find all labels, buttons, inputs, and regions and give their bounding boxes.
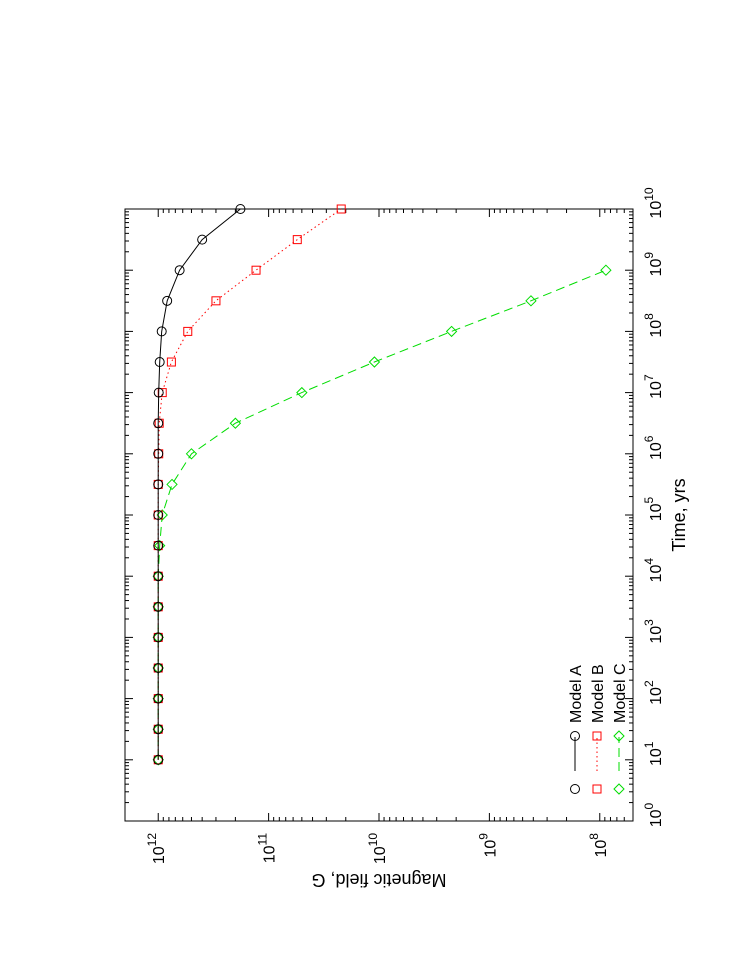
legend: Model A Model B Model C <box>568 663 629 795</box>
legend-label-model-b: Model B <box>590 664 607 723</box>
series-layer <box>152 204 612 766</box>
data-point-model-a <box>197 234 208 245</box>
axes: 100 101 102 103 104 105 106 107 108 109 1010 108 109… <box>125 187 665 864</box>
data-point-model-c <box>166 478 178 491</box>
legend-marker-end-model-c <box>613 730 625 742</box>
data-point-model-c <box>525 295 537 307</box>
x-tick-label: 1010 <box>642 187 665 218</box>
x-tick-label: 104 <box>642 558 665 583</box>
data-point-model-a <box>154 357 165 368</box>
data-point-model-b <box>183 326 193 336</box>
legend-item-model-b: Model B <box>590 664 607 794</box>
legend-marker-end-model-a <box>570 731 580 741</box>
y-tick-label: 108 <box>587 833 610 858</box>
series-model-a <box>153 204 246 765</box>
data-point-model-a <box>153 724 164 735</box>
data-point-model-a <box>153 693 164 704</box>
data-point-model-a <box>153 387 164 398</box>
x-tick-label: 101 <box>642 741 665 766</box>
data-point-model-a <box>162 295 173 306</box>
data-point-model-c <box>600 264 612 276</box>
x-tick-label: 107 <box>642 374 665 399</box>
y-axis-label: Magnetic field, G <box>311 870 446 890</box>
plot-frame <box>124 208 634 822</box>
data-point-model-c <box>156 509 168 521</box>
data-point-model-c <box>229 417 242 429</box>
series-model-b <box>153 204 346 765</box>
y-tick-label: 1012 <box>145 833 168 864</box>
series-line-model-c <box>157 269 607 760</box>
y-tick-label: 1011 <box>256 833 279 864</box>
chart-rotated-group: 100 101 102 103 104 105 106 107 108 109 1010 108 109… <box>124 187 689 890</box>
data-point-model-c <box>445 325 458 338</box>
data-point-model-a <box>153 571 164 582</box>
data-point-model-a <box>153 540 164 551</box>
data-point-model-b <box>336 204 346 214</box>
data-point-model-c <box>296 386 308 399</box>
data-point-model-a <box>153 663 164 674</box>
x-axis-label: Time, yrs <box>669 478 689 551</box>
y-tick-label: 1010 <box>366 833 389 864</box>
x-tick-label: 108 <box>642 313 665 338</box>
data-point-model-b <box>251 265 261 275</box>
x-tick-label: 106 <box>642 435 665 460</box>
legend-item-model-a: Model A <box>568 665 585 794</box>
data-point-model-a <box>174 265 185 276</box>
data-point-model-c <box>185 448 198 460</box>
data-point-model-a <box>153 754 164 765</box>
x-tick-label: 100 <box>642 802 665 827</box>
data-point-model-c <box>368 356 381 368</box>
legend-marker-model-c <box>613 783 625 795</box>
series-line-model-b <box>157 208 342 760</box>
series-line-model-a <box>157 208 241 760</box>
data-point-model-a <box>153 418 164 429</box>
data-point-model-a <box>153 632 164 643</box>
legend-marker-model-b <box>592 784 602 794</box>
data-point-model-a <box>153 448 164 459</box>
x-tick-label: 109 <box>642 252 665 277</box>
legend-marker-end-model-b <box>592 731 602 741</box>
x-tick-label: 103 <box>642 619 665 644</box>
data-point-model-a <box>153 601 164 612</box>
x-tick-label: 102 <box>642 680 665 705</box>
data-point-model-b <box>211 296 221 306</box>
data-point-model-a <box>153 479 164 490</box>
data-point-model-a <box>235 204 246 214</box>
data-point-model-a <box>153 510 164 520</box>
data-point-model-b <box>166 357 176 367</box>
legend-label-model-a: Model A <box>568 665 585 723</box>
data-point-model-b <box>292 235 302 245</box>
legend-label-model-c: Model C <box>612 663 629 723</box>
series-model-c <box>152 264 612 766</box>
data-point-model-a <box>156 326 167 337</box>
legend-marker-model-a <box>570 784 580 794</box>
legend-item-model-c: Model C <box>612 663 629 795</box>
y-tick-label: 109 <box>476 833 499 858</box>
x-tick-label: 105 <box>642 496 665 521</box>
